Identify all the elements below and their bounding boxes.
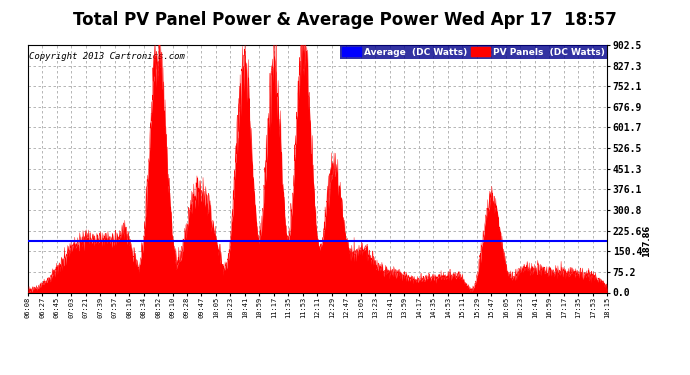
Legend: Average  (DC Watts), PV Panels  (DC Watts): Average (DC Watts), PV Panels (DC Watts) [339, 45, 607, 59]
Text: 187.86: 187.86 [0, 225, 1, 257]
Text: Copyright 2013 Cartronics.com: Copyright 2013 Cartronics.com [29, 53, 185, 62]
Text: 187.86: 187.86 [642, 225, 651, 257]
Text: Total PV Panel Power & Average Power Wed Apr 17  18:57: Total PV Panel Power & Average Power Wed… [73, 11, 617, 29]
